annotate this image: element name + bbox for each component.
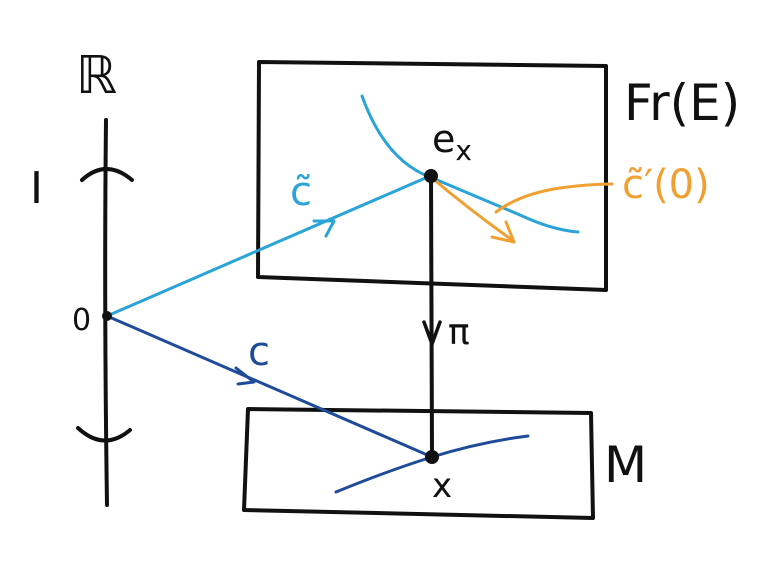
lift-velocity-label: c̃′(0) — [622, 162, 710, 208]
interval-lower-bracket — [76, 426, 132, 443]
real-line — [76, 118, 134, 507]
projection-label: π — [448, 312, 470, 353]
lift-velocity-arrowhead — [490, 220, 516, 244]
curve-arrowhead — [234, 366, 256, 386]
lift-velocity-vector — [430, 176, 514, 242]
frame-point-label: ex — [432, 117, 472, 167]
frame-point-letter: e — [432, 117, 455, 161]
projection-arrowhead — [422, 320, 442, 346]
lift-curve-arrowhead — [312, 219, 336, 238]
frame-bundle-label: Fr(E) — [624, 74, 740, 132]
manifold-label: M — [604, 436, 647, 494]
base-point — [425, 450, 439, 464]
frame-bundle-box — [256, 60, 608, 292]
lift-velocity-label-leader — [494, 182, 614, 214]
origin-label: 0 — [72, 303, 91, 338]
lift-curve-label: c̃ — [290, 169, 312, 215]
interval-upper-bracket — [80, 167, 134, 182]
curve-line — [105, 314, 434, 459]
frame-point-subscript: x — [455, 134, 472, 167]
projection-arrow-line — [429, 174, 434, 457]
curve-label: c — [248, 329, 270, 375]
frame-point — [424, 169, 438, 183]
reals-label: ℝ — [76, 46, 117, 106]
base-point-label: x — [432, 466, 452, 506]
origin-point — [102, 311, 112, 321]
interval-label: I — [30, 163, 43, 214]
manifold-box — [242, 407, 595, 520]
frame-bundle-curve — [360, 94, 580, 234]
lift-curve-line — [105, 174, 432, 318]
